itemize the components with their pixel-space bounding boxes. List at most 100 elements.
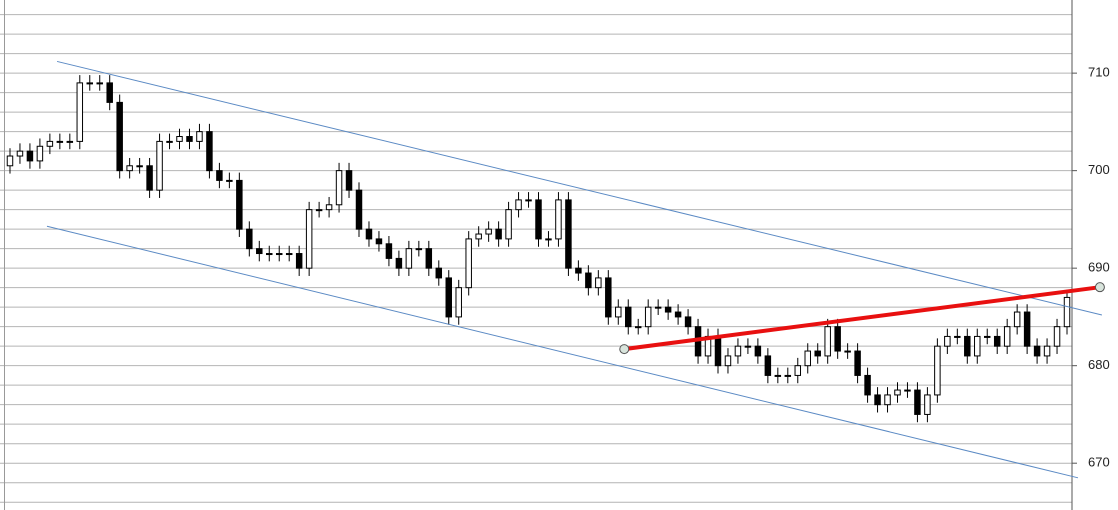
candle-body <box>1053 326 1061 347</box>
candle-body <box>545 238 552 241</box>
candle-body <box>365 228 373 240</box>
candle-body <box>625 306 632 328</box>
candle-body <box>475 233 482 240</box>
candle-body <box>974 335 981 357</box>
trend-line-handle <box>619 344 630 355</box>
candle-body <box>425 248 433 269</box>
candle-body <box>106 82 113 103</box>
trend-line <box>56 60 1103 316</box>
candle-body <box>565 199 572 269</box>
candle-body <box>794 365 802 376</box>
candle-body <box>934 345 941 396</box>
candle-body <box>26 150 34 162</box>
candle-body <box>864 374 871 396</box>
trend-line-handle <box>1094 282 1105 293</box>
candle-body <box>894 389 901 396</box>
candle-body <box>196 131 203 142</box>
candle-body <box>266 253 273 256</box>
candle-body <box>944 335 951 347</box>
candle-body <box>325 204 333 211</box>
candle-body <box>355 189 363 230</box>
candle-body <box>744 345 752 348</box>
candle-body <box>66 140 74 143</box>
candle-body <box>964 335 971 357</box>
y-tick-label: 670 <box>1088 455 1110 470</box>
candle-body <box>415 248 423 251</box>
candle-body <box>176 136 183 142</box>
candle-body <box>16 150 24 157</box>
y-tick-label: 700 <box>1088 162 1110 177</box>
candle-body <box>385 243 393 259</box>
y-tick-label: 690 <box>1088 260 1110 275</box>
candle-body <box>96 82 103 85</box>
candle-body <box>305 209 313 269</box>
candle-body <box>1043 345 1051 357</box>
candle-body <box>256 248 263 255</box>
candle-body <box>754 345 762 357</box>
candle-body <box>246 228 253 250</box>
candle-body <box>495 228 502 240</box>
candle-body <box>605 277 612 318</box>
candle-body <box>1013 311 1021 328</box>
candle-body <box>275 253 283 256</box>
candle-body <box>734 345 742 357</box>
candle-body <box>76 82 84 142</box>
candle-body <box>525 199 532 202</box>
candle-body <box>595 277 602 289</box>
candle-body <box>774 374 782 377</box>
candle-body <box>166 140 173 143</box>
candle-body <box>585 272 592 289</box>
candle-body <box>844 350 851 353</box>
candle-body <box>335 170 343 206</box>
candle-body <box>295 253 303 269</box>
candle-body <box>226 179 233 182</box>
candle-body <box>924 394 931 415</box>
candle-body <box>854 350 861 376</box>
candle-body <box>36 145 44 162</box>
candle-body <box>136 165 143 168</box>
candle-body <box>515 199 522 211</box>
trend-line <box>46 225 1079 479</box>
candle-body <box>116 101 123 172</box>
candle-body <box>186 136 193 142</box>
candle-body <box>236 179 243 230</box>
candle-body <box>395 257 403 269</box>
y-tick-label: 710 <box>1088 65 1110 80</box>
candle-body <box>954 335 961 338</box>
candle-body <box>674 311 682 318</box>
candle-body <box>1003 326 1011 347</box>
candle-body <box>535 199 542 240</box>
candle-body <box>465 238 472 289</box>
candle-body <box>1023 311 1031 347</box>
candle-body <box>156 140 163 191</box>
candle-body <box>285 253 293 256</box>
candle-body <box>505 209 512 240</box>
candle-body <box>714 335 722 367</box>
candle-body <box>46 140 54 147</box>
candle-body <box>834 326 841 352</box>
candle-body <box>664 306 672 313</box>
candle-body <box>216 170 223 181</box>
candle-body <box>764 355 772 376</box>
candle-body <box>575 267 582 274</box>
candle-body <box>615 306 622 318</box>
trend-line <box>624 285 1101 352</box>
candle-body <box>684 316 692 328</box>
candle-body <box>405 248 413 269</box>
candle-body <box>86 82 94 85</box>
candle-body <box>814 350 821 357</box>
candle-body <box>6 155 14 167</box>
candle-body <box>485 228 492 235</box>
candle-body <box>724 355 732 367</box>
candle-body <box>904 389 911 392</box>
candle-body <box>804 350 811 367</box>
candle-body <box>914 389 921 415</box>
candle-body <box>644 306 652 328</box>
candle-body <box>435 267 443 279</box>
candle-body <box>784 374 792 377</box>
candle-body <box>993 335 1001 347</box>
y-tick-label: 680 <box>1088 357 1110 372</box>
candle-body <box>983 335 991 338</box>
candle-body <box>634 326 642 329</box>
